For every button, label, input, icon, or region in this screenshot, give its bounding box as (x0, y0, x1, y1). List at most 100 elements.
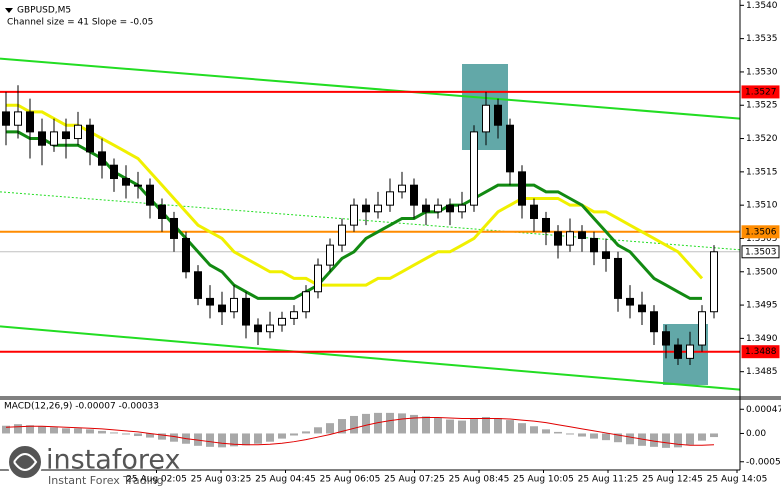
y-tick-label: 1.3495 (746, 301, 778, 311)
candle-body (254, 324, 262, 333)
candle-body (542, 217, 550, 233)
candle-body (338, 224, 346, 246)
macd-bar (26, 425, 34, 434)
candle-body (626, 297, 634, 306)
macd-bar (2, 425, 10, 434)
channel-line (0, 57, 741, 120)
macd-bar (578, 433, 586, 437)
logo: instaforex Instant Forex Trading (7, 444, 181, 488)
candle-body (458, 204, 466, 213)
level-label: 1.3506 (745, 227, 777, 237)
candle-body (86, 124, 94, 153)
candle-body (242, 297, 250, 326)
candle-body (662, 331, 670, 346)
macd-bar (110, 432, 118, 434)
candle-body (422, 204, 430, 213)
candle-body (638, 304, 646, 313)
candle-body (206, 297, 214, 306)
candle-body (266, 324, 274, 333)
y-tick-label: 1.3520 (746, 134, 778, 144)
level-label: 1.3488 (745, 347, 777, 357)
candle-body (374, 204, 382, 213)
y-tick-label: 1.3535 (746, 34, 778, 44)
candle-body (50, 131, 58, 146)
macd-bar (266, 433, 274, 442)
y-tick-label: 1.3530 (746, 67, 778, 77)
macd-bar (542, 429, 550, 434)
candle-body (410, 184, 418, 206)
macd-bar (410, 414, 418, 434)
candle-body (482, 104, 490, 133)
x-tick-label: 25 Aug 02:05 (126, 475, 187, 485)
macd-bar (362, 413, 370, 434)
candle-body (2, 111, 10, 126)
moving-average (6, 130, 702, 300)
macd-bar (326, 423, 334, 434)
macd-bar (254, 433, 262, 444)
macd-bar (674, 433, 682, 448)
macd-bar (170, 433, 178, 442)
macd-bar (482, 416, 490, 434)
macd-bar (350, 415, 358, 434)
candle-body (506, 124, 514, 173)
macd-bar (122, 433, 130, 435)
level-label-box (741, 85, 780, 99)
candle-body (122, 178, 130, 186)
y-tick-label: 1.3525 (746, 101, 778, 111)
macd-bar (518, 423, 526, 434)
macd-bar (14, 424, 22, 434)
macd-bar (398, 413, 406, 434)
macd-bar (446, 419, 454, 434)
macd-bar (314, 427, 322, 434)
candle-body (554, 231, 562, 246)
candle-body (158, 204, 166, 219)
candle-body (26, 111, 34, 133)
macd-bar (626, 433, 634, 445)
candle-body (110, 164, 118, 180)
candle-body (698, 311, 706, 346)
dropdown-icon (5, 8, 13, 13)
y-tick-label: 1.3540 (746, 1, 778, 11)
candle-body (278, 317, 286, 326)
candle-body (710, 251, 718, 313)
channel-line (0, 325, 741, 391)
macd-bar (98, 430, 106, 434)
macd-bar (470, 419, 478, 434)
logo-icon (13, 453, 38, 471)
macd-bar (62, 428, 70, 434)
candle-body (434, 204, 442, 213)
level-label-box (741, 225, 780, 239)
candle-body (386, 191, 394, 206)
macd-bar (458, 420, 466, 434)
candle-body (614, 257, 622, 299)
level-label: 1.3527 (745, 87, 777, 97)
candle-body (518, 171, 526, 206)
macd-bar (434, 418, 442, 434)
candle-body (182, 237, 190, 273)
macd-bar (650, 433, 658, 447)
x-tick-label: 25 Aug 08:45 (449, 475, 510, 485)
macd-bar (590, 433, 598, 439)
candle-body (290, 311, 298, 319)
macd-bar (554, 431, 562, 434)
chart-subtitle: Channel size = 41 Slope = -0.05 (7, 18, 153, 28)
y-tick-label: 0.00047 (746, 405, 781, 415)
macd-bar (134, 433, 142, 437)
macd-bar (290, 433, 298, 436)
candle-body (62, 131, 70, 140)
candle-body (38, 131, 46, 146)
logo-brand: instaforex (46, 445, 180, 476)
candle-body (650, 311, 658, 333)
y-tick-label: -0.00055 (746, 457, 781, 467)
macd-bar (278, 433, 286, 439)
candle-body (314, 264, 322, 293)
candle-body (218, 304, 226, 313)
macd-bar (530, 426, 538, 434)
candle-body (326, 244, 334, 266)
candle-body (398, 184, 406, 193)
candle-body (602, 251, 610, 259)
macd-bar (698, 433, 706, 441)
macd-bar (566, 433, 574, 435)
candle-body (578, 231, 586, 239)
macd-bar (38, 426, 46, 434)
